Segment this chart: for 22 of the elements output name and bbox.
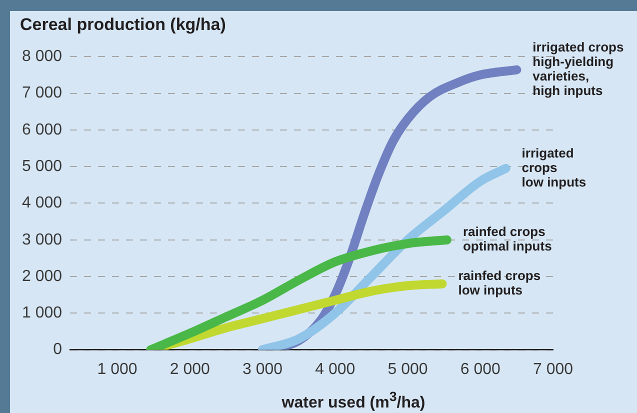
y-tick-label: 2 000 — [22, 268, 62, 285]
x-tick-label: 6 000 — [460, 360, 500, 378]
annotation: rainfed crops low inputs — [458, 268, 541, 298]
y-axis-title: Cereal production (kg/ha) — [20, 15, 226, 35]
x-axis-title: water used (m$^{3}$/ha) — [280, 389, 426, 412]
x-tick-label: 5 000 — [388, 360, 428, 378]
x-tick-label: 7 000 — [532, 360, 574, 378]
y-tick-label: 4 000 — [22, 194, 62, 212]
y-tick-label: 0 — [53, 341, 62, 358]
y-tick-label: 6 000 — [22, 121, 62, 138]
y-tick-label: 8 000 — [22, 48, 62, 66]
annotation: irrigated crops high-yielding varieties, high inputs — [532, 40, 624, 98]
y-tick-label: 3 000 — [22, 231, 62, 248]
y-tick-label: 1 000 — [22, 304, 62, 322]
annotation: irrigated crops low inputs — [522, 145, 586, 190]
x-tick-label: 2 000 — [170, 360, 210, 378]
x-tick-label: 1 000 — [97, 360, 138, 378]
y-tick-label: 7 000 — [22, 84, 62, 102]
annotation: rainfed crops optimal inputs — [462, 224, 552, 254]
x-tick-label: 4 000 — [315, 360, 356, 378]
x-tick-label: 3 000 — [242, 360, 283, 378]
y-tick-label: 5 000 — [22, 158, 62, 175]
